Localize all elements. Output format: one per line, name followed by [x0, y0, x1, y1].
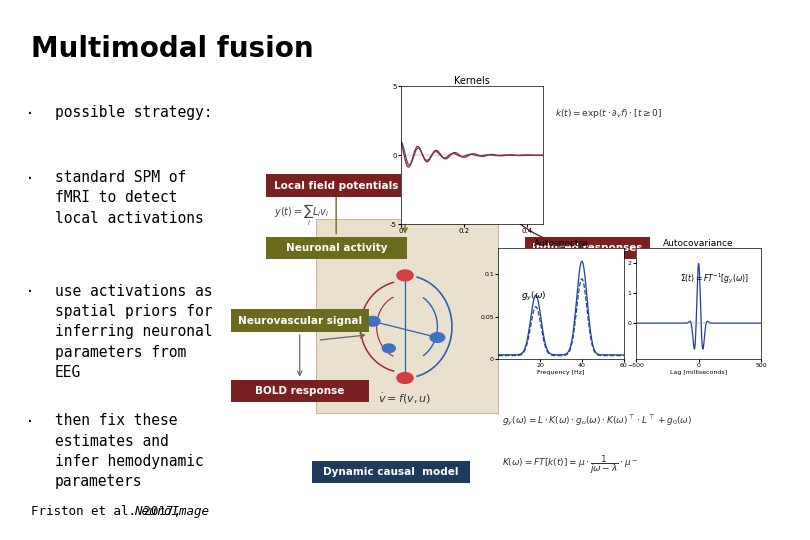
Text: Dynamic causal  model: Dynamic causal model [323, 467, 458, 477]
Text: $\Sigma(t)=FT^{-1}[g_y(\omega)]$: $\Sigma(t)=FT^{-1}[g_y(\omega)]$ [680, 272, 748, 286]
Text: Local field potentials: Local field potentials [275, 181, 399, 191]
FancyBboxPatch shape [312, 461, 470, 483]
Circle shape [397, 270, 413, 281]
Title: Kernels: Kernels [454, 76, 490, 86]
Text: ·: · [27, 170, 32, 189]
Text: $g_y(\omega)=L\cdot K(\omega)\cdot g_u(\omega)\cdot K(\omega)^\top\cdot L^\top+g: $g_y(\omega)=L\cdot K(\omega)\cdot g_u(\… [502, 414, 693, 428]
Text: Neuronal activity: Neuronal activity [286, 243, 387, 253]
X-axis label: Frequency [Hz]: Frequency [Hz] [537, 370, 585, 375]
Text: $K(\omega)=FT[k(t)]=\mu\cdot\dfrac{1}{j\omega-\lambda}\cdot\mu^-$: $K(\omega)=FT[k(t)]=\mu\cdot\dfrac{1}{j\… [502, 453, 638, 476]
Title: Autocovariance: Autocovariance [663, 239, 734, 248]
Text: BOLD response: BOLD response [255, 386, 344, 396]
Circle shape [397, 373, 413, 383]
Text: NeuroImage: NeuroImage [134, 505, 210, 518]
Text: Multimodal fusion: Multimodal fusion [31, 35, 313, 63]
FancyBboxPatch shape [266, 237, 407, 259]
FancyBboxPatch shape [266, 174, 407, 197]
Circle shape [430, 333, 445, 342]
Text: standard SPM of
fMRI to detect
local activations: standard SPM of fMRI to detect local act… [55, 170, 204, 226]
Text: possible strategy:: possible strategy: [55, 105, 212, 120]
Text: $g_y(\omega)$: $g_y(\omega)$ [521, 289, 546, 303]
Text: Induced responses: Induced responses [532, 243, 643, 253]
Title: Autospectra: Autospectra [534, 239, 588, 248]
Text: ·: · [27, 413, 32, 432]
Circle shape [382, 344, 395, 353]
Text: $k(t)=\exp(t\cdot\partial_v f)\cdot[t\geq 0]$: $k(t)=\exp(t\cdot\partial_v f)\cdot[t\ge… [555, 107, 662, 120]
Text: ·: · [27, 284, 32, 302]
Text: $y(t)=\sum_i L_i v_i$: $y(t)=\sum_i L_i v_i$ [274, 202, 330, 228]
Text: ·: · [27, 105, 32, 124]
FancyBboxPatch shape [231, 380, 369, 402]
Text: Friston et al. 2017,: Friston et al. 2017, [31, 505, 188, 518]
Circle shape [365, 316, 380, 326]
FancyBboxPatch shape [525, 237, 650, 259]
FancyBboxPatch shape [316, 219, 498, 413]
FancyBboxPatch shape [231, 309, 369, 332]
Text: Neurovascular signal: Neurovascular signal [237, 316, 362, 326]
Text: use activations as
spatial priors for
inferring neuronal
parameters from
EEG: use activations as spatial priors for in… [55, 284, 212, 380]
X-axis label: Lag [milliseconds]: Lag [milliseconds] [670, 370, 727, 375]
Text: then fix these
estimates and
infer hemodynamic
parameters: then fix these estimates and infer hemod… [55, 413, 204, 489]
Text: $\dot{v} = f(v,u)$: $\dot{v} = f(v,u)$ [378, 392, 432, 406]
